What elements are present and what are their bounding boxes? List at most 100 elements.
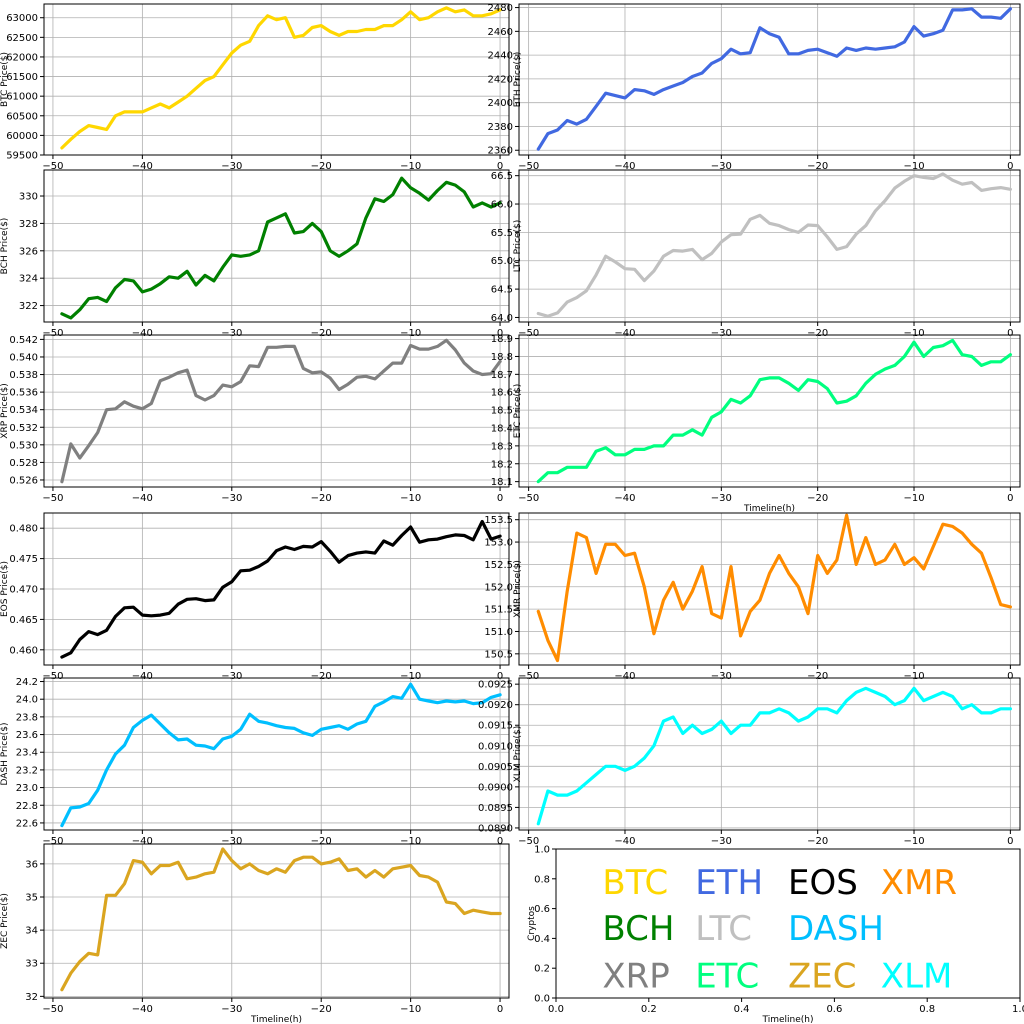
y-tick-label: 0.534 [9,405,38,416]
series-line-bch [60,176,502,320]
panel-xlm: −50 −40 −30 −20 −10 0 0.0890 0.0895 0.0900 0.0905… [478,677,1021,847]
x-tick-label: −10 [903,671,924,682]
y-tick-label: 24.2 [16,677,38,688]
y-tick-label: 64.0 [491,313,513,324]
y-tick-label: 18.2 [491,459,513,470]
y-tick-label: 60500 [6,111,38,122]
y-tick-label: 0.0 [534,994,550,1005]
y-tick-label: 23.8 [16,712,38,723]
y-tick-label: 65.5 [491,228,513,239]
x-tick-label: −30 [221,161,242,172]
series-line-etc [536,338,1013,484]
panel-eth: −50 −40 −30 −20 −10 0 2360 2380 2400 2420 2440 2460… [488,3,1021,172]
y-tick-label: 18.3 [491,441,513,452]
x-tick-label: 0 [497,328,503,339]
y-tick-label: 2360 [488,146,513,157]
panel-eos: −50 −40 −30 −20 −10 0 0.460 0.465 0.470 0.475 0.48… [0,512,510,682]
x-tick-label: −30 [711,836,732,847]
plot-frame [518,3,1021,156]
x-tick-label: −20 [311,671,332,682]
y-tick-label: 23.2 [16,765,38,776]
x-tick-label: −40 [614,493,635,504]
x-tick-label: 0 [497,836,503,847]
legend-word-xlm: XLM [881,957,953,997]
x-tick-label: 0.8 [919,1004,935,1015]
x-tick-label: −10 [903,493,924,504]
y-tick-label: 36 [25,859,38,870]
x-tick-label: 0 [1007,161,1013,172]
y-tick-label: 33 [25,959,38,970]
y-tick-label: 2460 [488,27,513,38]
y-axis-label: ETC Price($) [513,384,523,439]
x-tick-label: −50 [518,328,539,339]
y-tick-label: 0.460 [9,645,38,656]
y-tick-label: 0.0905 [478,762,513,773]
x-tick-label: −30 [711,161,732,172]
y-tick-label: 0.536 [9,388,38,399]
legend-word-dash: DASH [788,909,884,949]
y-tick-label: 0.470 [9,585,38,596]
panel-etc: −50 −40 −30 −20 −10 0 18.1 18.2 18.3 18.4 18.5 18.6… [491,334,1021,514]
y-tick-label: 2480 [488,3,513,14]
x-tick-label: −40 [614,671,635,682]
legend-word-eth: ETH [695,863,763,903]
y-tick-label: 0.538 [9,370,38,381]
panel-dash: −50 −40 −30 −20 −10 0 22.6 22.8 23.0 23.2 23.4 23.6… [0,677,510,847]
x-tick-label: −50 [518,493,539,504]
legend-word-eos: EOS [788,863,858,903]
y-tick-label: 0.480 [9,524,38,535]
legend-word-xmr: XMR [881,863,957,903]
series-line-ltc [536,172,1013,318]
y-tick-label: 0.526 [9,475,38,486]
y-tick-label: 61500 [6,72,38,83]
x-tick-label: −20 [311,836,332,847]
y-tick-label: 23.4 [16,748,38,759]
y-tick-label: 330 [19,192,38,203]
y-tick-label: 2400 [488,98,513,109]
y-tick-label: 0.0920 [478,700,513,711]
x-tick-label: −20 [807,836,828,847]
x-tick-label: 0.6 [826,1004,842,1015]
series-line-btc [60,6,502,150]
y-tick-label: 0.530 [9,440,38,451]
x-tick-label: 0.4 [734,1004,750,1015]
y-tick-label: 2420 [488,74,513,85]
y-tick-label: 32 [25,992,38,1003]
y-axis-label: EOS Price($) [0,561,10,617]
x-tick-label: −10 [903,328,924,339]
y-tick-label: 18.6 [491,388,513,399]
x-tick-label: −10 [400,161,421,172]
legend-word-etc: ETC [695,957,759,997]
legend-word-xrp: XRP [602,957,669,997]
x-tick-label: 0 [1007,671,1013,682]
series-line-eth [536,7,1013,151]
plot-frame [43,677,510,831]
plot-frame [518,677,1021,831]
legend-word-ltc: LTC [695,909,752,949]
y-tick-label: 66.5 [491,171,513,182]
y-tick-label: 61000 [6,92,38,103]
y-tick-label: 151.0 [484,627,513,638]
y-tick-label: 64.5 [491,285,513,296]
y-tick-label: 152.5 [484,560,513,571]
x-tick-label: −20 [807,328,828,339]
y-tick-label: 0.465 [9,615,38,626]
x-tick-label: 0 [497,161,503,172]
y-tick-label: 0.532 [9,423,38,434]
y-axis-label: ETH Price($) [513,52,523,108]
y-tick-label: 23.0 [16,783,38,794]
y-tick-label: 24.0 [16,695,38,706]
y-tick-label: 0.2 [534,964,550,975]
y-tick-label: 22.8 [16,801,38,812]
x-tick-label: −30 [711,328,732,339]
x-tick-label: −20 [311,328,332,339]
x-tick-label: −50 [42,328,63,339]
y-tick-label: 34 [25,926,38,937]
x-tick-label: 0 [497,493,503,504]
y-tick-label: 18.9 [491,334,513,345]
x-tick-label: −30 [221,1004,242,1015]
x-tick-label: 0 [1007,493,1013,504]
x-tick-label: −40 [132,493,153,504]
x-tick-label: 0 [497,671,503,682]
